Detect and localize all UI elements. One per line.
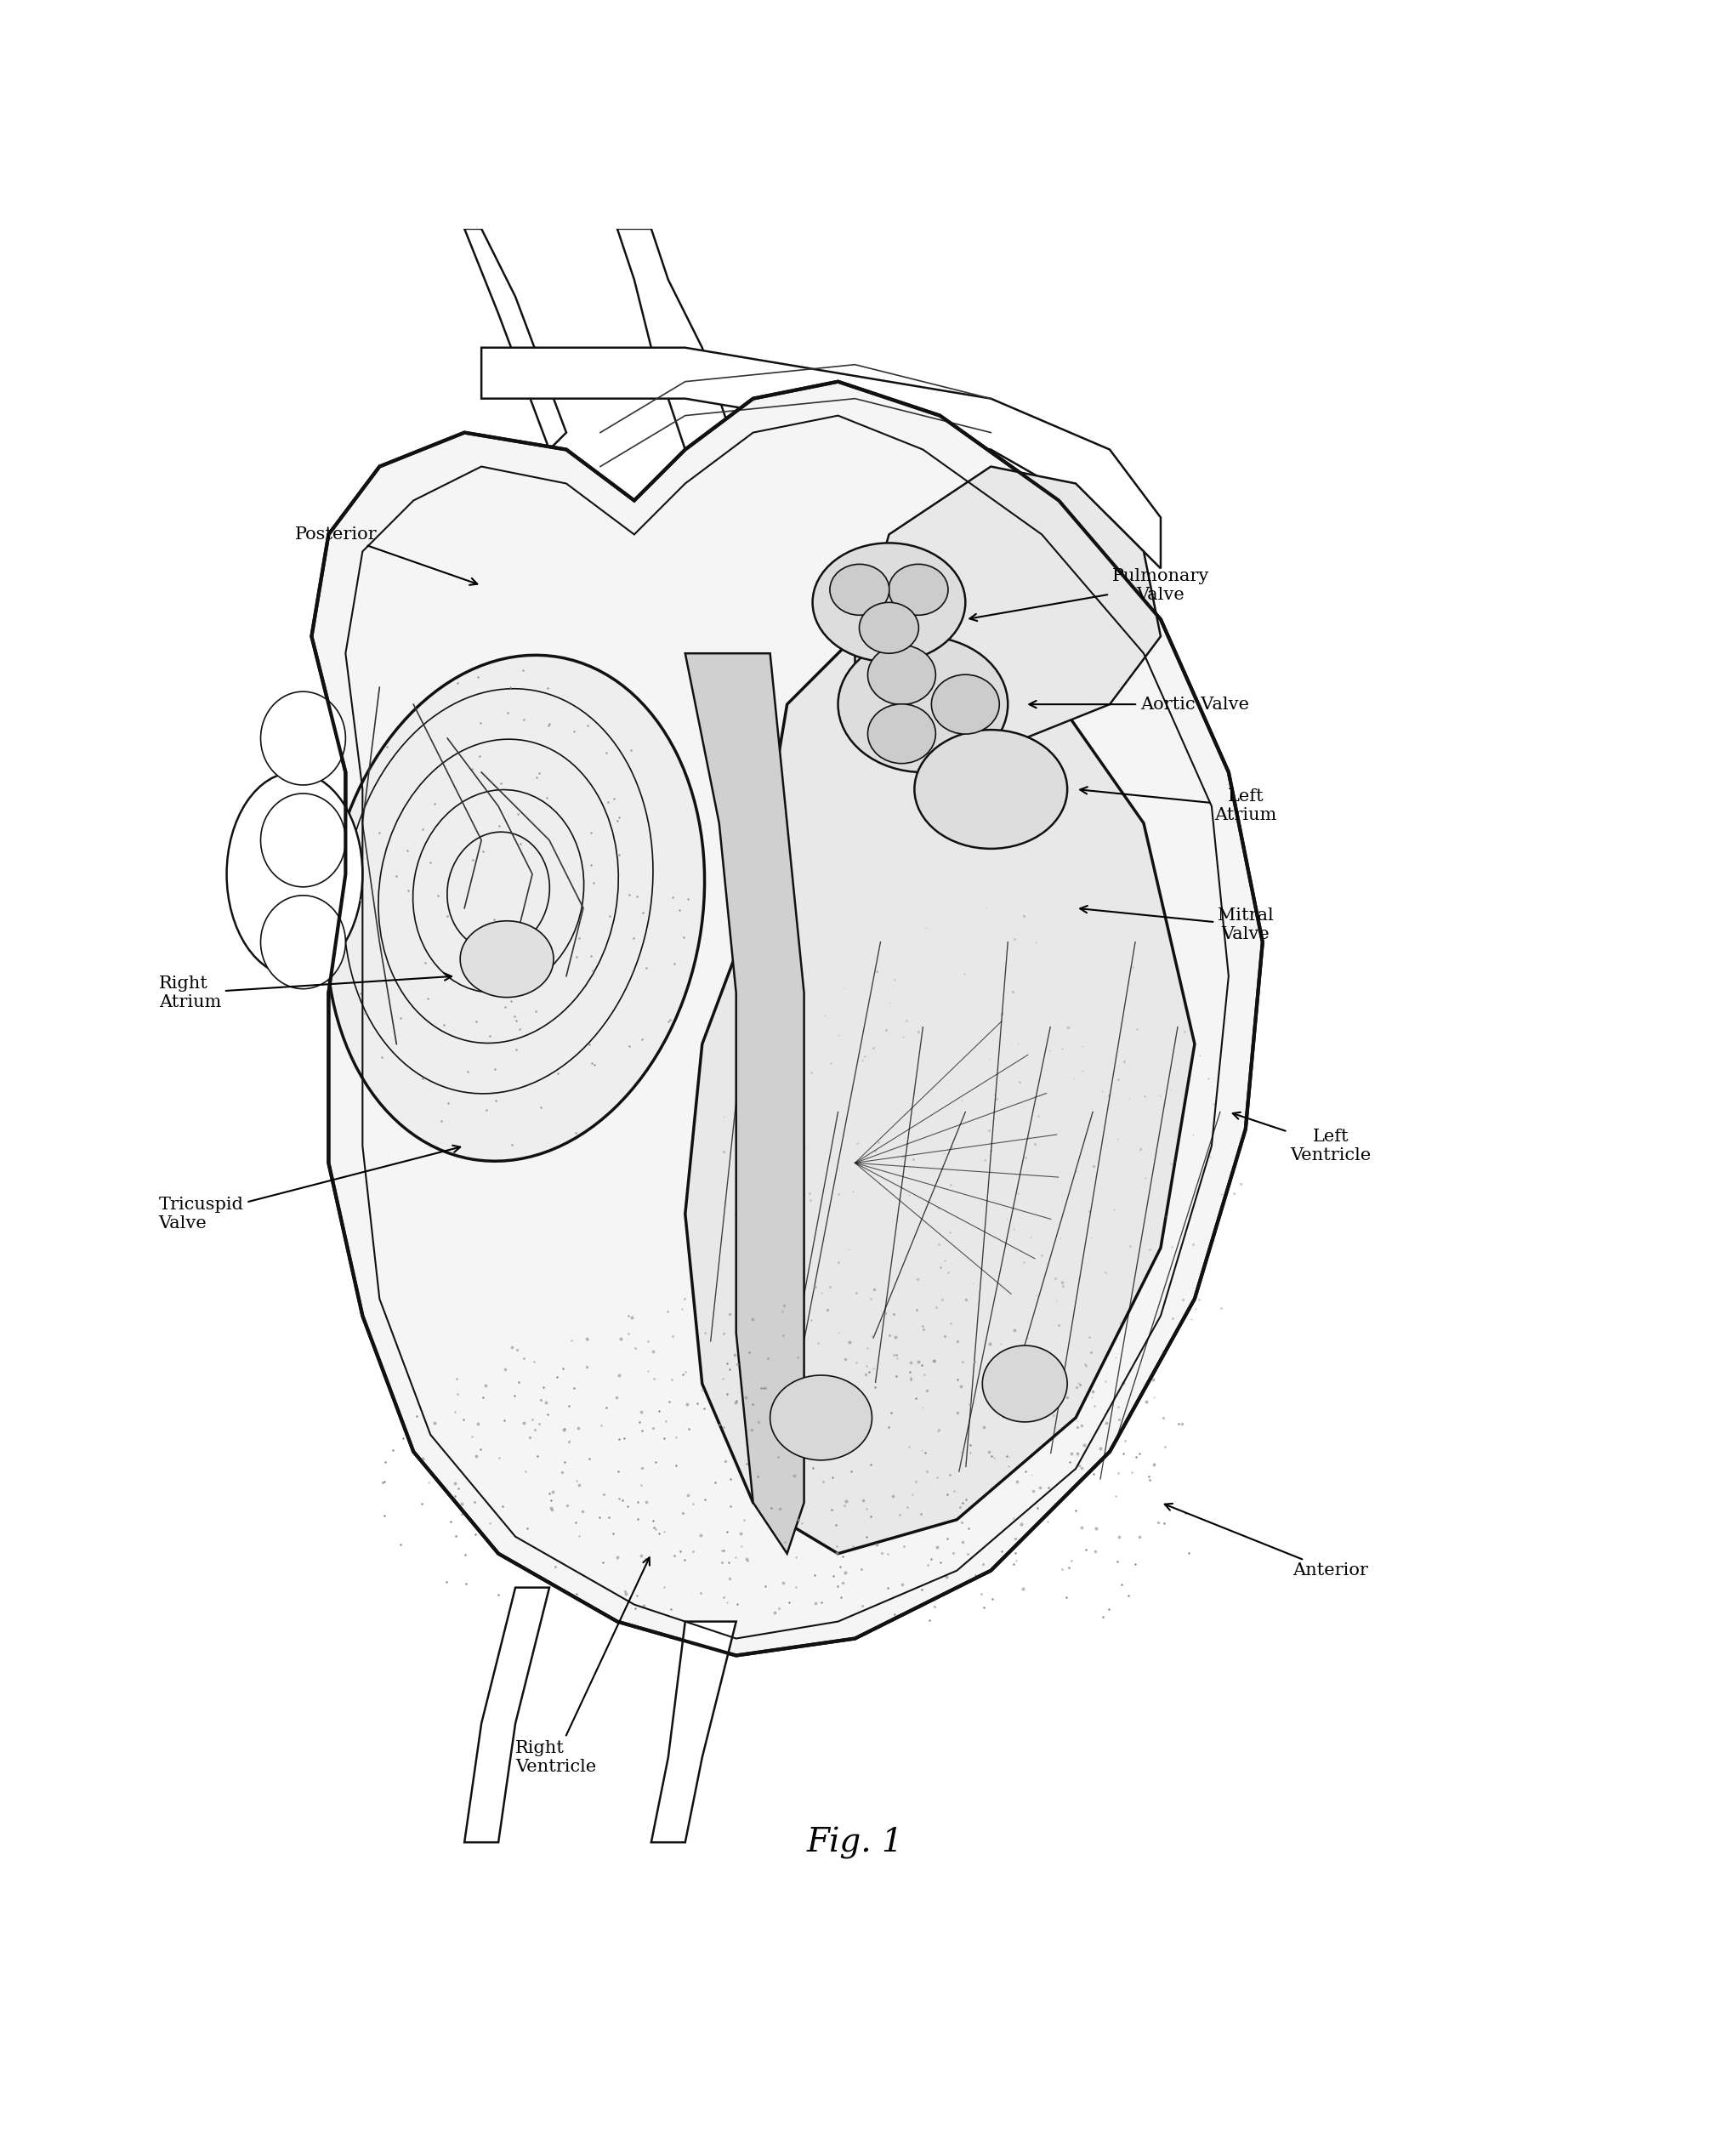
Text: Left
Atrium: Left Atrium: [1081, 787, 1277, 824]
Ellipse shape: [227, 772, 363, 977]
Polygon shape: [465, 1587, 549, 1843]
Ellipse shape: [867, 705, 935, 763]
Polygon shape: [482, 347, 1161, 569]
Polygon shape: [686, 602, 1195, 1554]
Polygon shape: [686, 653, 804, 1554]
Ellipse shape: [867, 645, 935, 705]
Text: Mitral
Valve: Mitral Valve: [1081, 906, 1274, 942]
Text: Aortic Valve: Aortic Valve: [1029, 696, 1248, 711]
Polygon shape: [465, 229, 566, 451]
Text: Right
Ventricle: Right Ventricle: [515, 1557, 650, 1774]
Ellipse shape: [829, 565, 889, 614]
Text: Fig. 1: Fig. 1: [807, 1826, 903, 1858]
Ellipse shape: [770, 1376, 872, 1460]
Text: Left
Ventricle: Left Ventricle: [1233, 1112, 1371, 1164]
Polygon shape: [855, 466, 1161, 737]
Ellipse shape: [858, 602, 918, 653]
Polygon shape: [617, 229, 735, 451]
Text: Posterior: Posterior: [294, 526, 477, 584]
Ellipse shape: [915, 729, 1067, 849]
Text: Right
Atrium: Right Atrium: [159, 972, 451, 1011]
Text: Pulmonary
Valve: Pulmonary Valve: [970, 567, 1209, 621]
Text: Tricuspid
Valve: Tricuspid Valve: [159, 1145, 460, 1231]
Text: Anterior: Anterior: [1165, 1503, 1368, 1578]
Ellipse shape: [838, 636, 1007, 772]
Ellipse shape: [460, 921, 554, 998]
Ellipse shape: [260, 692, 345, 785]
Polygon shape: [652, 1621, 735, 1843]
Ellipse shape: [982, 1345, 1067, 1423]
Ellipse shape: [327, 655, 705, 1162]
Polygon shape: [311, 382, 1262, 1656]
Ellipse shape: [932, 675, 999, 733]
Ellipse shape: [812, 543, 966, 662]
Ellipse shape: [260, 793, 345, 886]
Ellipse shape: [889, 565, 947, 614]
Ellipse shape: [260, 895, 345, 990]
